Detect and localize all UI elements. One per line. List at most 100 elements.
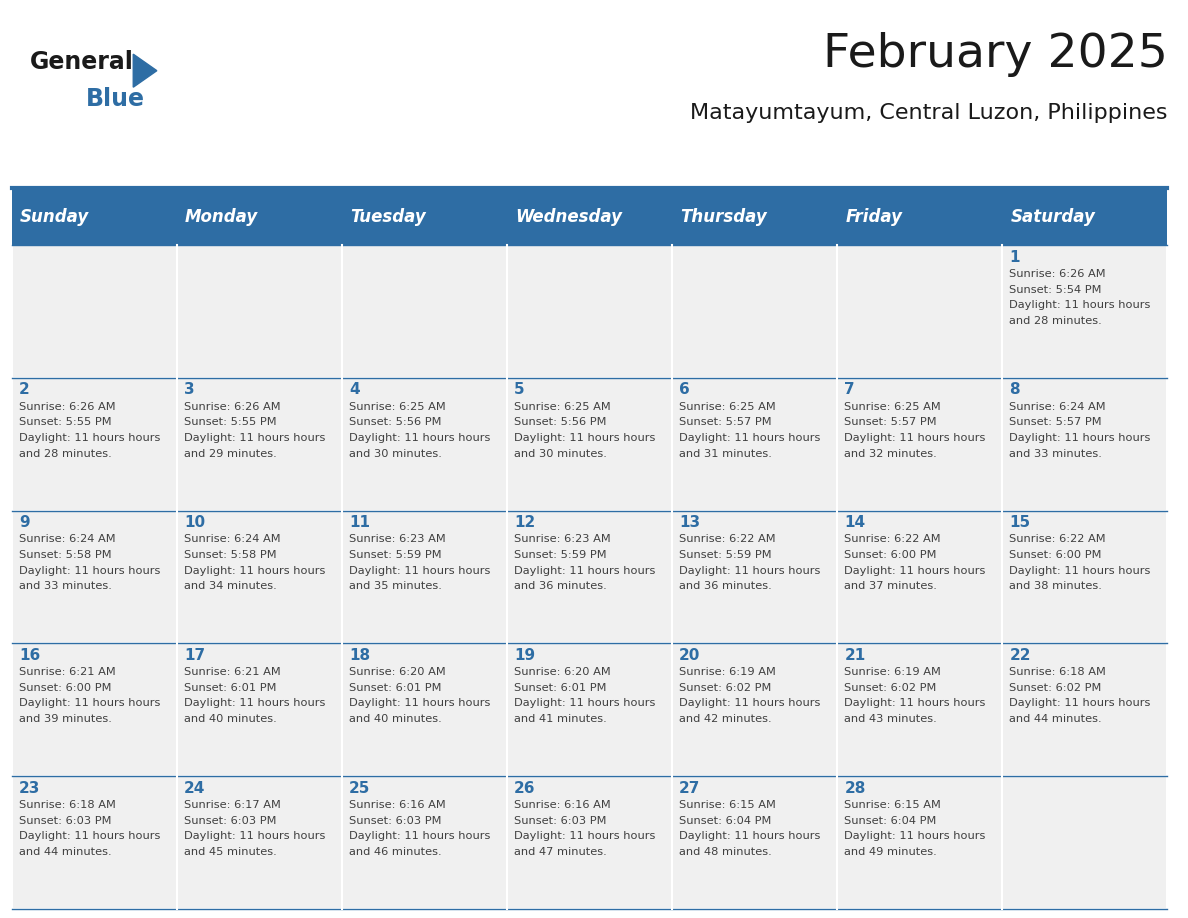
- Text: Sunrise: 6:25 AM: Sunrise: 6:25 AM: [349, 402, 446, 411]
- Bar: [12, 378, 177, 510]
- Text: Sunrise: 6:20 AM: Sunrise: 6:20 AM: [514, 667, 611, 677]
- Text: Sunrise: 6:23 AM: Sunrise: 6:23 AM: [514, 534, 611, 544]
- Text: Sunrise: 6:24 AM: Sunrise: 6:24 AM: [1010, 402, 1106, 411]
- Text: General: General: [30, 50, 133, 74]
- Text: 24: 24: [184, 780, 206, 796]
- Text: Sunset: 5:58 PM: Sunset: 5:58 PM: [184, 550, 277, 560]
- Bar: [507, 644, 672, 776]
- Text: Sunset: 6:01 PM: Sunset: 6:01 PM: [184, 683, 277, 693]
- Text: Sunset: 6:04 PM: Sunset: 6:04 PM: [845, 815, 936, 825]
- Bar: [1003, 245, 1168, 378]
- Text: and 31 minutes.: and 31 minutes.: [680, 449, 772, 458]
- Text: and 33 minutes.: and 33 minutes.: [1010, 449, 1102, 458]
- Text: Sunset: 6:01 PM: Sunset: 6:01 PM: [514, 683, 607, 693]
- Text: Matayumtayum, Central Luzon, Philippines: Matayumtayum, Central Luzon, Philippines: [690, 103, 1168, 123]
- Text: Sunset: 5:56 PM: Sunset: 5:56 PM: [514, 418, 607, 427]
- Text: 23: 23: [19, 780, 40, 796]
- Text: Daylight: 11 hours hours: Daylight: 11 hours hours: [680, 831, 821, 841]
- Text: Thursday: Thursday: [681, 207, 767, 226]
- Text: Sunrise: 6:15 AM: Sunrise: 6:15 AM: [680, 800, 776, 810]
- Text: 4: 4: [349, 383, 360, 397]
- Text: 7: 7: [845, 383, 855, 397]
- Text: 13: 13: [680, 515, 701, 531]
- Text: Sunrise: 6:24 AM: Sunrise: 6:24 AM: [184, 534, 280, 544]
- Text: and 28 minutes.: and 28 minutes.: [1010, 316, 1102, 326]
- Text: Daylight: 11 hours hours: Daylight: 11 hours hours: [1010, 433, 1151, 442]
- Text: and 39 minutes.: and 39 minutes.: [19, 714, 112, 724]
- Text: Sunrise: 6:21 AM: Sunrise: 6:21 AM: [184, 667, 280, 677]
- Text: Sunrise: 6:26 AM: Sunrise: 6:26 AM: [19, 402, 115, 411]
- Text: 6: 6: [680, 383, 690, 397]
- Text: Sunrise: 6:17 AM: Sunrise: 6:17 AM: [184, 800, 280, 810]
- Bar: [672, 644, 838, 776]
- Text: Sunset: 6:02 PM: Sunset: 6:02 PM: [680, 683, 771, 693]
- Text: Daylight: 11 hours hours: Daylight: 11 hours hours: [349, 433, 491, 442]
- Text: Sunrise: 6:26 AM: Sunrise: 6:26 AM: [184, 402, 280, 411]
- Text: Daylight: 11 hours hours: Daylight: 11 hours hours: [349, 699, 491, 709]
- Text: Sunset: 5:55 PM: Sunset: 5:55 PM: [19, 418, 112, 427]
- Text: and 40 minutes.: and 40 minutes.: [349, 714, 442, 724]
- Text: Sunrise: 6:25 AM: Sunrise: 6:25 AM: [845, 402, 941, 411]
- Bar: [507, 188, 672, 245]
- Bar: [12, 510, 177, 644]
- Bar: [12, 776, 177, 909]
- Bar: [838, 510, 1003, 644]
- Text: Sunset: 5:58 PM: Sunset: 5:58 PM: [19, 550, 112, 560]
- Text: Sunset: 5:57 PM: Sunset: 5:57 PM: [680, 418, 772, 427]
- Text: Daylight: 11 hours hours: Daylight: 11 hours hours: [845, 831, 986, 841]
- Text: Sunrise: 6:18 AM: Sunrise: 6:18 AM: [19, 800, 115, 810]
- Text: Sunset: 6:00 PM: Sunset: 6:00 PM: [845, 550, 937, 560]
- Text: Daylight: 11 hours hours: Daylight: 11 hours hours: [845, 433, 986, 442]
- Text: Sunrise: 6:23 AM: Sunrise: 6:23 AM: [349, 534, 446, 544]
- Bar: [12, 245, 177, 378]
- Text: 14: 14: [845, 515, 865, 531]
- Text: and 30 minutes.: and 30 minutes.: [349, 449, 442, 458]
- Text: and 43 minutes.: and 43 minutes.: [845, 714, 937, 724]
- Text: 27: 27: [680, 780, 701, 796]
- Text: Sunset: 6:03 PM: Sunset: 6:03 PM: [184, 815, 277, 825]
- Text: 17: 17: [184, 648, 206, 663]
- Text: 8: 8: [1010, 383, 1020, 397]
- Bar: [342, 378, 507, 510]
- Text: Daylight: 11 hours hours: Daylight: 11 hours hours: [19, 831, 160, 841]
- Text: 10: 10: [184, 515, 206, 531]
- Text: Daylight: 11 hours hours: Daylight: 11 hours hours: [680, 565, 821, 576]
- Bar: [672, 245, 838, 378]
- Text: Sunset: 6:02 PM: Sunset: 6:02 PM: [845, 683, 936, 693]
- Text: Sunrise: 6:22 AM: Sunrise: 6:22 AM: [680, 534, 776, 544]
- Text: Sunset: 5:57 PM: Sunset: 5:57 PM: [1010, 418, 1102, 427]
- Text: Sunrise: 6:26 AM: Sunrise: 6:26 AM: [1010, 269, 1106, 279]
- Bar: [507, 245, 672, 378]
- Text: Sunrise: 6:24 AM: Sunrise: 6:24 AM: [19, 534, 115, 544]
- Text: Daylight: 11 hours hours: Daylight: 11 hours hours: [514, 565, 656, 576]
- Text: Sunrise: 6:19 AM: Sunrise: 6:19 AM: [845, 667, 941, 677]
- Bar: [342, 510, 507, 644]
- Text: Monday: Monday: [185, 207, 258, 226]
- Text: and 47 minutes.: and 47 minutes.: [514, 846, 607, 856]
- Bar: [672, 378, 838, 510]
- Bar: [342, 644, 507, 776]
- Text: Sunset: 6:04 PM: Sunset: 6:04 PM: [680, 815, 771, 825]
- Text: and 28 minutes.: and 28 minutes.: [19, 449, 112, 458]
- Text: 12: 12: [514, 515, 536, 531]
- Polygon shape: [133, 54, 157, 87]
- Text: and 36 minutes.: and 36 minutes.: [514, 581, 607, 591]
- Text: Sunset: 5:59 PM: Sunset: 5:59 PM: [680, 550, 772, 560]
- Text: 11: 11: [349, 515, 369, 531]
- Bar: [177, 378, 342, 510]
- Text: Sunrise: 6:25 AM: Sunrise: 6:25 AM: [680, 402, 776, 411]
- Text: Sunset: 6:02 PM: Sunset: 6:02 PM: [1010, 683, 1101, 693]
- Text: and 33 minutes.: and 33 minutes.: [19, 581, 112, 591]
- Text: Daylight: 11 hours hours: Daylight: 11 hours hours: [184, 831, 326, 841]
- Text: Daylight: 11 hours hours: Daylight: 11 hours hours: [349, 565, 491, 576]
- Text: Sunset: 6:00 PM: Sunset: 6:00 PM: [19, 683, 112, 693]
- Text: Daylight: 11 hours hours: Daylight: 11 hours hours: [845, 565, 986, 576]
- Text: Sunrise: 6:25 AM: Sunrise: 6:25 AM: [514, 402, 611, 411]
- Text: 21: 21: [845, 648, 866, 663]
- Text: 3: 3: [184, 383, 195, 397]
- Text: 9: 9: [19, 515, 30, 531]
- Text: and 40 minutes.: and 40 minutes.: [184, 714, 277, 724]
- Bar: [838, 644, 1003, 776]
- Bar: [838, 776, 1003, 909]
- Text: Sunrise: 6:20 AM: Sunrise: 6:20 AM: [349, 667, 446, 677]
